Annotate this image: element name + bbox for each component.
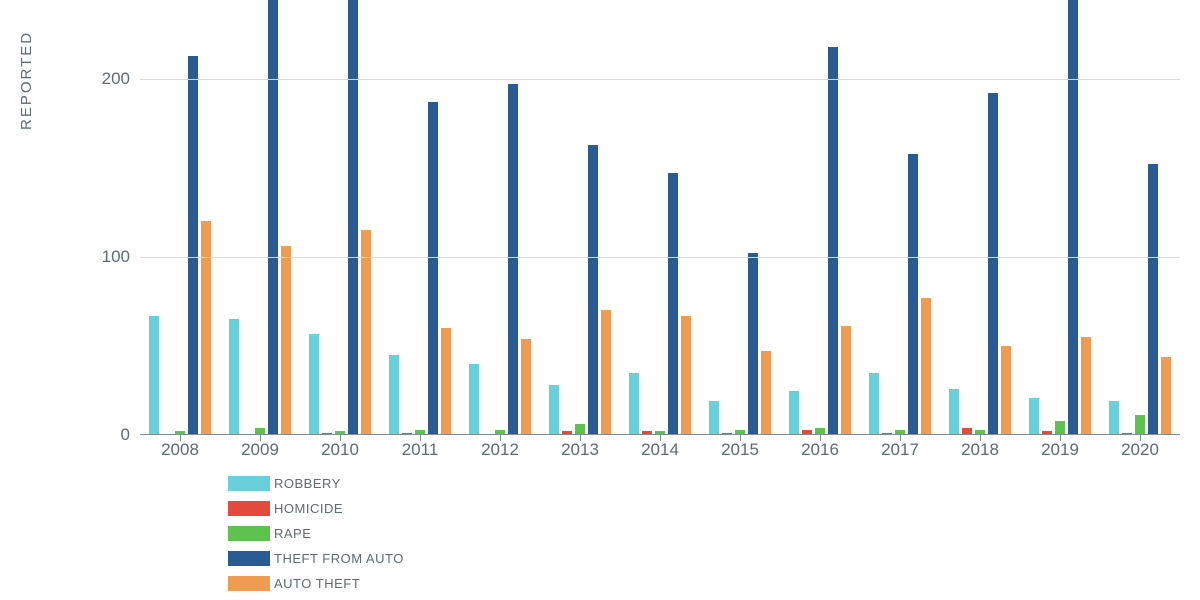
bar-auto-theft [841,326,851,435]
bar-theft-from-auto [588,145,598,435]
bar-theft-from-auto [348,0,358,435]
legend-swatch [228,476,270,491]
y-tick-label: 0 [70,425,130,445]
x-axis-ticks: 2008 2009 2010 2011 2012 2013 2014 2015 2016 2017… [140,440,1180,470]
legend: ROBBERY HOMICIDE RAPE THEFT FROM AUTO AUTO T… [228,472,404,597]
x-tick-label: 2010 [321,440,359,460]
bar-auto-theft [441,328,451,435]
x-tick-label: 2017 [881,440,919,460]
y-axis-label: REPORTED [18,31,35,130]
bar-auto-theft [521,339,531,435]
bar-auto-theft [921,298,931,435]
legend-item-auto-theft: AUTO THEFT [228,572,404,594]
bar-theft-from-auto [1068,0,1078,435]
x-tick-label: 2014 [641,440,679,460]
bar-auto-theft [201,221,211,435]
bar-robbery [549,385,559,435]
bar-robbery [1109,401,1119,435]
bar-robbery [629,373,639,435]
bar-theft-from-auto [1148,164,1158,435]
legend-swatch [228,526,270,541]
legend-label: THEFT FROM AUTO [274,551,404,566]
x-tick-label: 2015 [721,440,759,460]
bar-auto-theft [761,351,771,435]
bar-robbery [389,355,399,435]
bar-auto-theft [601,310,611,435]
bar-theft-from-auto [428,102,438,435]
x-tick-label: 2019 [1041,440,1079,460]
legend-label: AUTO THEFT [274,576,360,591]
x-tick-label: 2008 [161,440,199,460]
x-tick-label: 2020 [1121,440,1159,460]
legend-swatch [228,576,270,591]
legend-swatch [228,551,270,566]
bar-auto-theft [681,316,691,435]
crime-bar-chart: REPORTED 2008 2009 2010 2011 2012 2013 2014 201… [0,0,1200,600]
legend-item-homicide: HOMICIDE [228,497,404,519]
bars-layer [140,0,1180,435]
x-tick-label: 2018 [961,440,999,460]
bar-theft-from-auto [188,56,198,435]
bar-robbery [149,316,159,435]
bar-auto-theft [361,230,371,435]
x-tick-label: 2011 [402,440,439,460]
bar-rape [1055,421,1065,435]
bar-robbery [789,391,799,436]
bar-theft-from-auto [268,0,278,435]
bar-theft-from-auto [748,253,758,435]
legend-label: ROBBERY [274,476,341,491]
bar-auto-theft [1081,337,1091,435]
legend-label: RAPE [274,526,311,541]
bar-robbery [1029,398,1039,435]
bar-robbery [309,334,319,435]
x-tick-label: 2012 [481,440,519,460]
legend-swatch [228,501,270,516]
legend-item-robbery: ROBBERY [228,472,404,494]
bar-auto-theft [1001,346,1011,435]
bar-robbery [869,373,879,435]
gridline [140,79,1180,80]
y-tick-label: 100 [70,247,130,267]
bar-robbery [709,401,719,435]
legend-item-rape: RAPE [228,522,404,544]
legend-label: HOMICIDE [274,501,343,516]
bar-rape [1135,415,1145,435]
bar-auto-theft [281,246,291,435]
bar-auto-theft [1161,357,1171,435]
bar-theft-from-auto [668,173,678,435]
bar-theft-from-auto [908,154,918,435]
bar-robbery [949,389,959,435]
bar-robbery [469,364,479,435]
x-tick-label: 2013 [561,440,599,460]
bar-robbery [229,319,239,435]
legend-item-theft-from-auto: THEFT FROM AUTO [228,547,404,569]
y-tick-label: 200 [70,69,130,89]
x-tick-label: 2016 [801,440,839,460]
bar-theft-from-auto [508,84,518,435]
x-tick-label: 2009 [241,440,279,460]
bar-theft-from-auto [988,93,998,435]
gridline [140,257,1180,258]
plot-area [140,0,1180,435]
bar-theft-from-auto [828,47,838,435]
